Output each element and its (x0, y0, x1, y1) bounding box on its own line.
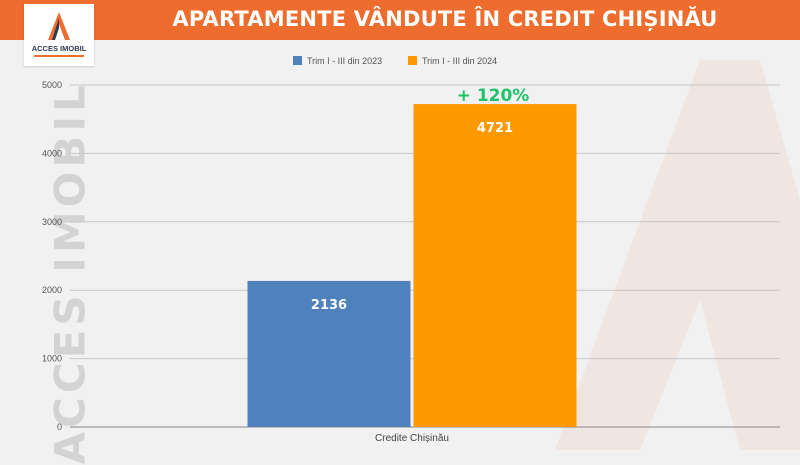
y-tick-label: 0 (57, 422, 62, 432)
y-tick-label: 5000 (42, 80, 62, 90)
growth-annotation: + 120% (457, 86, 530, 106)
bar-2023 (247, 280, 411, 427)
legend: Trim I - III din 2023 Trim I - III din 2… (293, 56, 497, 66)
bar-value-label: 4721 (477, 121, 513, 136)
legend-label-2024: Trim I - III din 2024 (422, 56, 497, 66)
y-tick-label: 3000 (42, 217, 62, 227)
bar-2024 (413, 104, 577, 427)
y-tick-label: 4000 (42, 148, 62, 158)
x-axis-category-label: Credite Chișinău (375, 433, 449, 444)
legend-swatch-2024 (408, 56, 417, 65)
legend-swatch-2023 (293, 56, 302, 65)
logo-text: ACCES IMOBIL (31, 44, 87, 53)
logo-underline (34, 55, 84, 57)
page-title: APARTAMENTE VÂNDUTE ÎN CREDIT CHIȘINĂU (172, 7, 718, 31)
y-tick-label: 2000 (42, 285, 62, 295)
legend-label-2023: Trim I - III din 2023 (307, 56, 382, 66)
logo-icon (48, 12, 70, 40)
bar-value-label: 2136 (311, 298, 347, 313)
bar-chart: 0 1000 2000 3000 4000 5000 2136 4721 Trim I - … (42, 56, 800, 450)
header-bar (0, 0, 800, 40)
y-tick-label: 1000 (42, 354, 62, 364)
logo: ACCES IMOBIL (24, 4, 94, 66)
watermark-logo (555, 60, 800, 450)
